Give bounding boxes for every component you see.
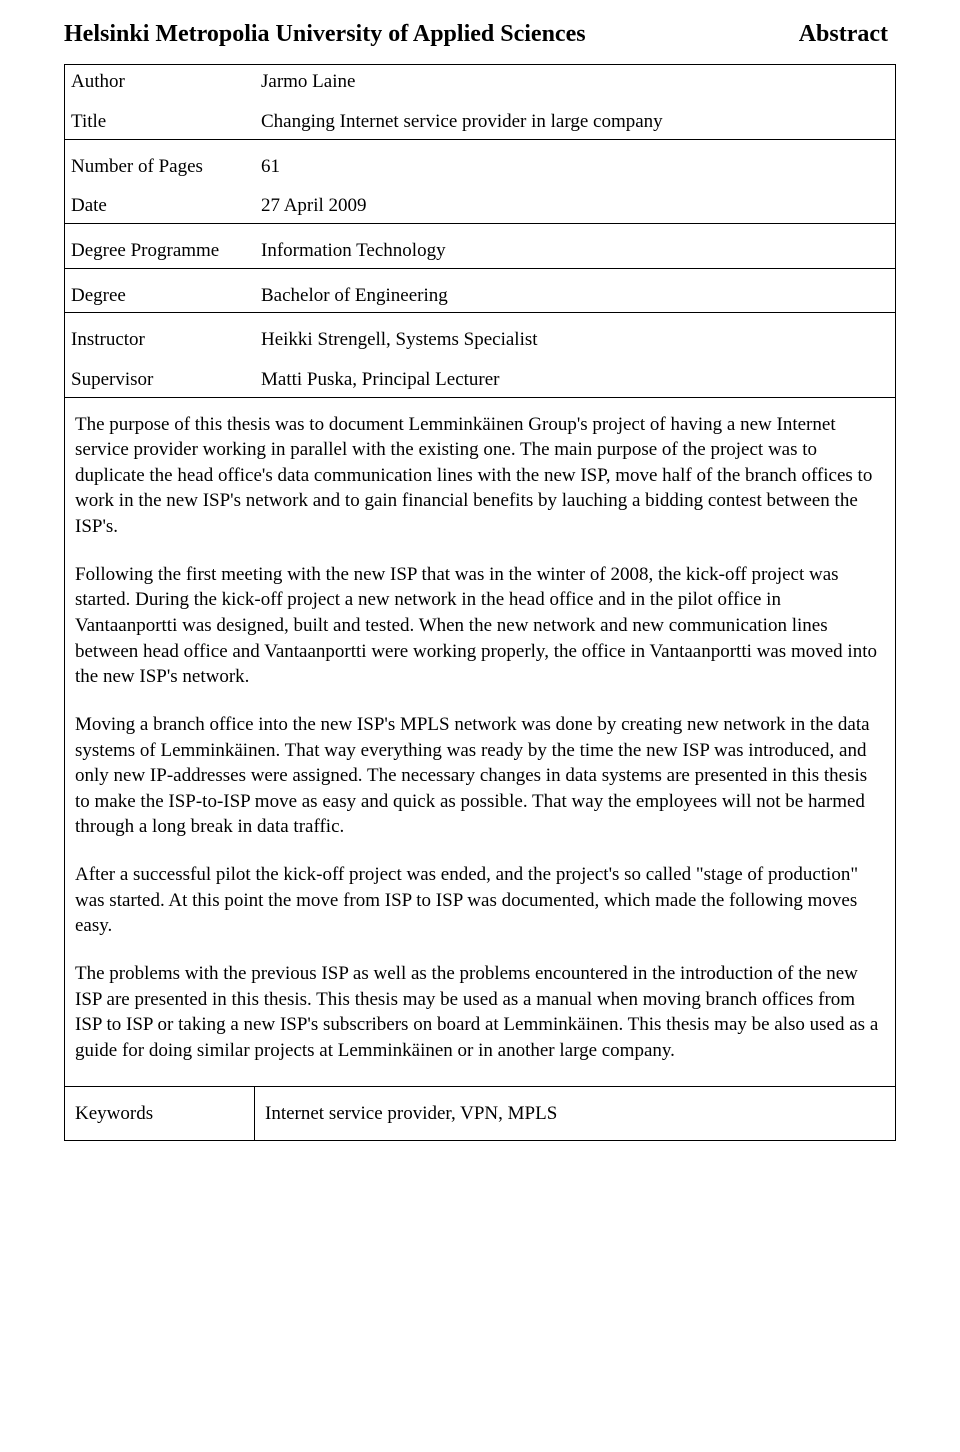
supervisor-value: Matti Puska, Principal Lecturer xyxy=(255,357,895,397)
programme-value: Information Technology xyxy=(255,223,895,268)
title-value: Changing Internet service provider in la… xyxy=(255,99,895,139)
instructor-value: Heikki Strengell, Systems Specialist xyxy=(255,313,895,357)
abstract-paragraph: Moving a branch office into the new ISP'… xyxy=(75,712,885,840)
keywords-value: Internet service provider, VPN, MPLS xyxy=(255,1087,895,1141)
title-label: Title xyxy=(65,99,255,139)
abstract-body-section: The purpose of this thesis was to docume… xyxy=(64,398,896,1087)
abstract-paragraph: After a successful pilot the kick-off pr… xyxy=(75,862,885,939)
meta-table: Author Jarmo Laine Title Changing Intern… xyxy=(65,65,895,397)
abstract-paragraph: The problems with the previous ISP as we… xyxy=(75,961,885,1064)
abstract-paragraph: Following the first meeting with the new… xyxy=(75,562,885,690)
date-label: Date xyxy=(65,183,255,223)
abstract-label: Abstract xyxy=(799,18,896,50)
author-value: Jarmo Laine xyxy=(255,65,895,99)
pages-value: 61 xyxy=(255,139,895,183)
keywords-label: Keywords xyxy=(65,1087,255,1141)
author-label: Author xyxy=(65,65,255,99)
header-row: Helsinki Metropolia University of Applie… xyxy=(64,18,896,50)
degree-value: Bachelor of Engineering xyxy=(255,268,895,313)
supervisor-label: Supervisor xyxy=(65,357,255,397)
abstract-paragraph: The purpose of this thesis was to docume… xyxy=(75,412,885,540)
programme-label: Degree Programme xyxy=(65,223,255,268)
keywords-row: Keywords Internet service provider, VPN,… xyxy=(64,1087,896,1142)
degree-label: Degree xyxy=(65,268,255,313)
abstract-box: Author Jarmo Laine Title Changing Intern… xyxy=(64,64,896,1141)
instructor-label: Instructor xyxy=(65,313,255,357)
institution-name: Helsinki Metropolia University of Applie… xyxy=(64,18,586,50)
pages-label: Number of Pages xyxy=(65,139,255,183)
date-value: 27 April 2009 xyxy=(255,183,895,223)
